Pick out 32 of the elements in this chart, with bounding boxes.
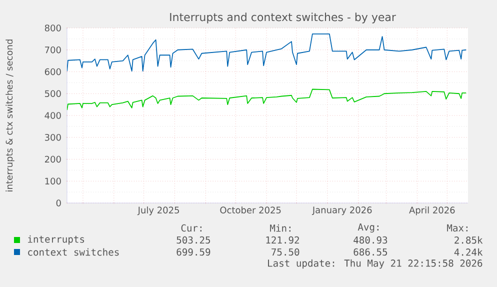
line-series xyxy=(67,88,467,110)
y-tick-label: 800 xyxy=(44,24,61,32)
text: 480.93 xyxy=(354,236,388,244)
x-tick-label: October 2025 xyxy=(220,206,281,214)
text: 686.55 xyxy=(354,248,388,256)
text: Avg: xyxy=(358,223,378,233)
y-tick-label: 300 xyxy=(44,134,61,141)
legend-label: interrupts xyxy=(28,235,84,245)
y-tick-label: 600 xyxy=(44,68,61,76)
text: 699.59 xyxy=(176,248,210,256)
text: 2.85k xyxy=(454,236,483,244)
chart-title: Interrupts and context switches - by year xyxy=(170,12,396,24)
y-axis-title: interrupts & ctx switches / second xyxy=(6,40,14,192)
text: Cur: xyxy=(181,224,202,232)
text: 121.92 xyxy=(266,236,299,244)
x-tick-label: July 2025 xyxy=(137,206,179,216)
legend-label: context switches xyxy=(28,248,119,256)
y-tick-label: 100 xyxy=(45,178,61,185)
x-tick-label: January 2026 xyxy=(312,206,372,216)
y-tick-label: 400 xyxy=(44,112,61,119)
text: Max: xyxy=(447,224,468,232)
y-tick-label: 500 xyxy=(44,90,61,98)
text: Last update: Thu May 21 22:15:58 2026 xyxy=(268,259,482,269)
text: 4.24k xyxy=(454,248,483,256)
text: Min: xyxy=(270,224,290,232)
y-tick-label: 700 xyxy=(45,46,61,54)
line-series xyxy=(67,33,467,72)
x-tick-label: April 2026 xyxy=(409,206,455,216)
y-tick-label: 200 xyxy=(44,156,61,163)
text: 503.25 xyxy=(176,236,210,244)
y-tick-label: 0 xyxy=(56,200,61,206)
text: 75.50 xyxy=(272,248,300,256)
